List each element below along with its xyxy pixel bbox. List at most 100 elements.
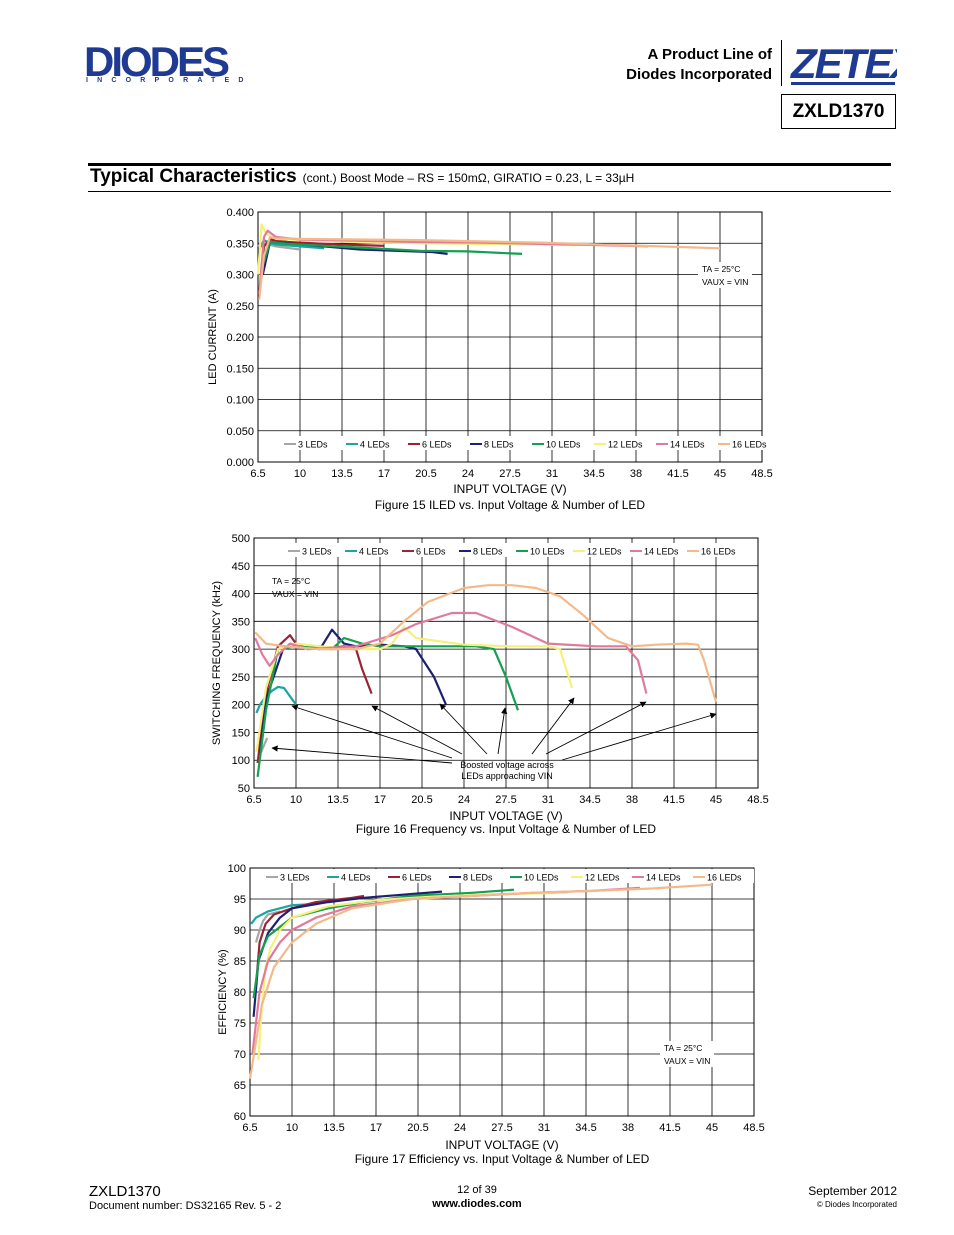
- callout-line-2: LEDs approaching VIN: [461, 771, 553, 781]
- y-tick-label: 100: [232, 755, 250, 767]
- series-line-16-leds: [258, 235, 721, 300]
- x-tick-label: 13.5: [327, 794, 348, 806]
- section-title-main: Typical Characteristics: [90, 166, 297, 187]
- x-tick-label: 10: [294, 468, 306, 480]
- annotation-vaux: VAUX = VIN: [702, 277, 748, 287]
- footer-date: September 2012: [808, 1184, 897, 1198]
- annotation-temp: TA = 25°C: [702, 264, 740, 274]
- product-line: A Product Line of Diodes Incorporated: [626, 45, 772, 85]
- x-tick-label: 34.5: [575, 1122, 596, 1134]
- series-line-16-leds: [254, 584, 718, 703]
- part-number-box: ZXLD1370: [781, 94, 896, 129]
- y-tick-label: 0.150: [226, 363, 254, 375]
- legend-label: 14 LEDs: [646, 873, 681, 883]
- annotation-vaux: VAUX = VIN: [272, 589, 318, 599]
- x-tick-label: 31: [546, 468, 558, 480]
- x-tick-label: 38: [630, 468, 642, 480]
- footer-copyright: © Diodes Incorporated: [816, 1200, 897, 1209]
- legend-label: 10 LEDs: [524, 873, 559, 883]
- annotation-background: [698, 262, 752, 288]
- chart-1: 6.5 10 13.5 17 20.5 24 27.5 31 34.5 38 41.5 45 48.5 0…: [207, 207, 780, 512]
- legend-label: 4 LEDs: [360, 440, 390, 450]
- x-tick-label: 27.5: [491, 1122, 512, 1134]
- y-tick-label: 500: [232, 533, 250, 545]
- y-tick-label: 75: [234, 1018, 246, 1030]
- y-axis-label: LED CURRENT (A): [207, 289, 219, 385]
- section-rule-top: [88, 163, 891, 166]
- legend-label: 14 LEDs: [644, 547, 679, 557]
- diodes-logo: DIODES: [84, 40, 232, 85]
- x-tick-label: 24: [462, 468, 474, 480]
- footer-website[interactable]: www.diodes.com: [432, 1198, 522, 1210]
- x-tick-label: 17: [374, 794, 386, 806]
- callout-arrow: [439, 703, 488, 755]
- figure-caption: Figure 15 ILED vs. Input Voltage & Numbe…: [375, 498, 645, 512]
- legend-label: 14 LEDs: [670, 440, 705, 450]
- legend-label: 10 LEDs: [530, 547, 565, 557]
- legend-label: 6 LEDs: [416, 547, 446, 557]
- legend-label: 12 LEDs: [585, 873, 620, 883]
- x-axis-label: INPUT VOLTAGE (V): [445, 1138, 558, 1152]
- x-axis-label: INPUT VOLTAGE (V): [449, 809, 562, 823]
- chart-3: 6.5 10 13.5 17 20.5 24 27.5 31 34.5 38 41.5 45 48.5 6…: [217, 863, 765, 1166]
- y-tick-label: 0.000: [226, 457, 254, 469]
- y-tick-label: 50: [238, 783, 250, 795]
- legend-label: 6 LEDs: [422, 440, 452, 450]
- callout-arrow: [561, 712, 717, 761]
- x-tick-label: 6.5: [242, 1122, 257, 1134]
- legend-label: 10 LEDs: [546, 440, 581, 450]
- y-axis-label: EFFICIENCY (%): [217, 949, 229, 1034]
- product-line-2: Diodes Incorporated: [626, 66, 772, 83]
- x-tick-label: 24: [454, 1122, 466, 1134]
- x-tick-label: 41.5: [659, 1122, 680, 1134]
- section-rule-bottom: [88, 191, 891, 192]
- conditions-annotation: TA = 25°C VAUX = VIN: [272, 576, 318, 599]
- footer-doc-number: Document number: DS32165 Rev. 5 - 2: [89, 1200, 282, 1212]
- legend-label: 16 LEDs: [707, 873, 742, 883]
- y-tick-label: 100: [228, 863, 246, 875]
- product-line-1: A Product Line of: [647, 46, 772, 63]
- section-subtitle: (cont.) Boost Mode – RS = 150mΩ, GIRATIO…: [302, 171, 635, 185]
- y-tick-label: 0.350: [226, 238, 254, 250]
- legend-label: 3 LEDs: [280, 873, 310, 883]
- y-axis-label: SWITCHING FREQUENCY (kHz): [211, 581, 223, 745]
- series-line-16-leds: [248, 883, 713, 1079]
- y-tick-label: 350: [232, 616, 250, 628]
- legend-background: [262, 869, 754, 883]
- legend-label: 8 LEDs: [463, 873, 493, 883]
- legend-label: 8 LEDs: [473, 547, 503, 557]
- x-tick-label: 27.5: [495, 794, 516, 806]
- y-tick-label: 85: [234, 956, 246, 968]
- y-tick-label: 400: [232, 589, 250, 601]
- footer-page: 12 of 39: [457, 1184, 497, 1196]
- x-tick-label: 45: [710, 794, 722, 806]
- x-tick-label: 13.5: [331, 468, 352, 480]
- x-tick-label: 27.5: [499, 468, 520, 480]
- x-tick-label: 6.5: [246, 794, 261, 806]
- y-tick-label: 70: [234, 1049, 246, 1061]
- x-tick-label: 31: [538, 1122, 550, 1134]
- legend-background: [280, 436, 780, 450]
- zetex-logo-text: ZETEX: [790, 40, 897, 86]
- annotation-temp: TA = 25°C: [272, 576, 310, 586]
- y-tick-label: 80: [234, 987, 246, 999]
- callout-arrow: [497, 707, 508, 755]
- section-title: Typical Characteristics (cont.) Boost Mod…: [90, 166, 634, 188]
- conditions-annotation: TA = 25°C VAUX = VIN: [698, 262, 752, 288]
- legend-label: 4 LEDs: [359, 547, 389, 557]
- legend-background: [284, 543, 744, 557]
- x-tick-label: 45: [706, 1122, 718, 1134]
- legend-label: 3 LEDs: [298, 440, 328, 450]
- header-divider: [781, 40, 782, 86]
- x-tick-label: 48.5: [747, 794, 768, 806]
- y-tick-label: 0.300: [226, 270, 254, 282]
- zetex-logo: ZETEX: [790, 40, 897, 86]
- callout-line-1: Boosted voltage across: [460, 760, 554, 770]
- diodes-logo-text: DIODES: [84, 40, 229, 85]
- y-tick-label: 60: [234, 1111, 246, 1123]
- legend-label: 8 LEDs: [484, 440, 514, 450]
- conditions-annotation: TA = 25°C VAUX = VIN: [660, 1041, 714, 1067]
- x-tick-label: 6.5: [250, 468, 265, 480]
- annotation-background: [660, 1041, 714, 1067]
